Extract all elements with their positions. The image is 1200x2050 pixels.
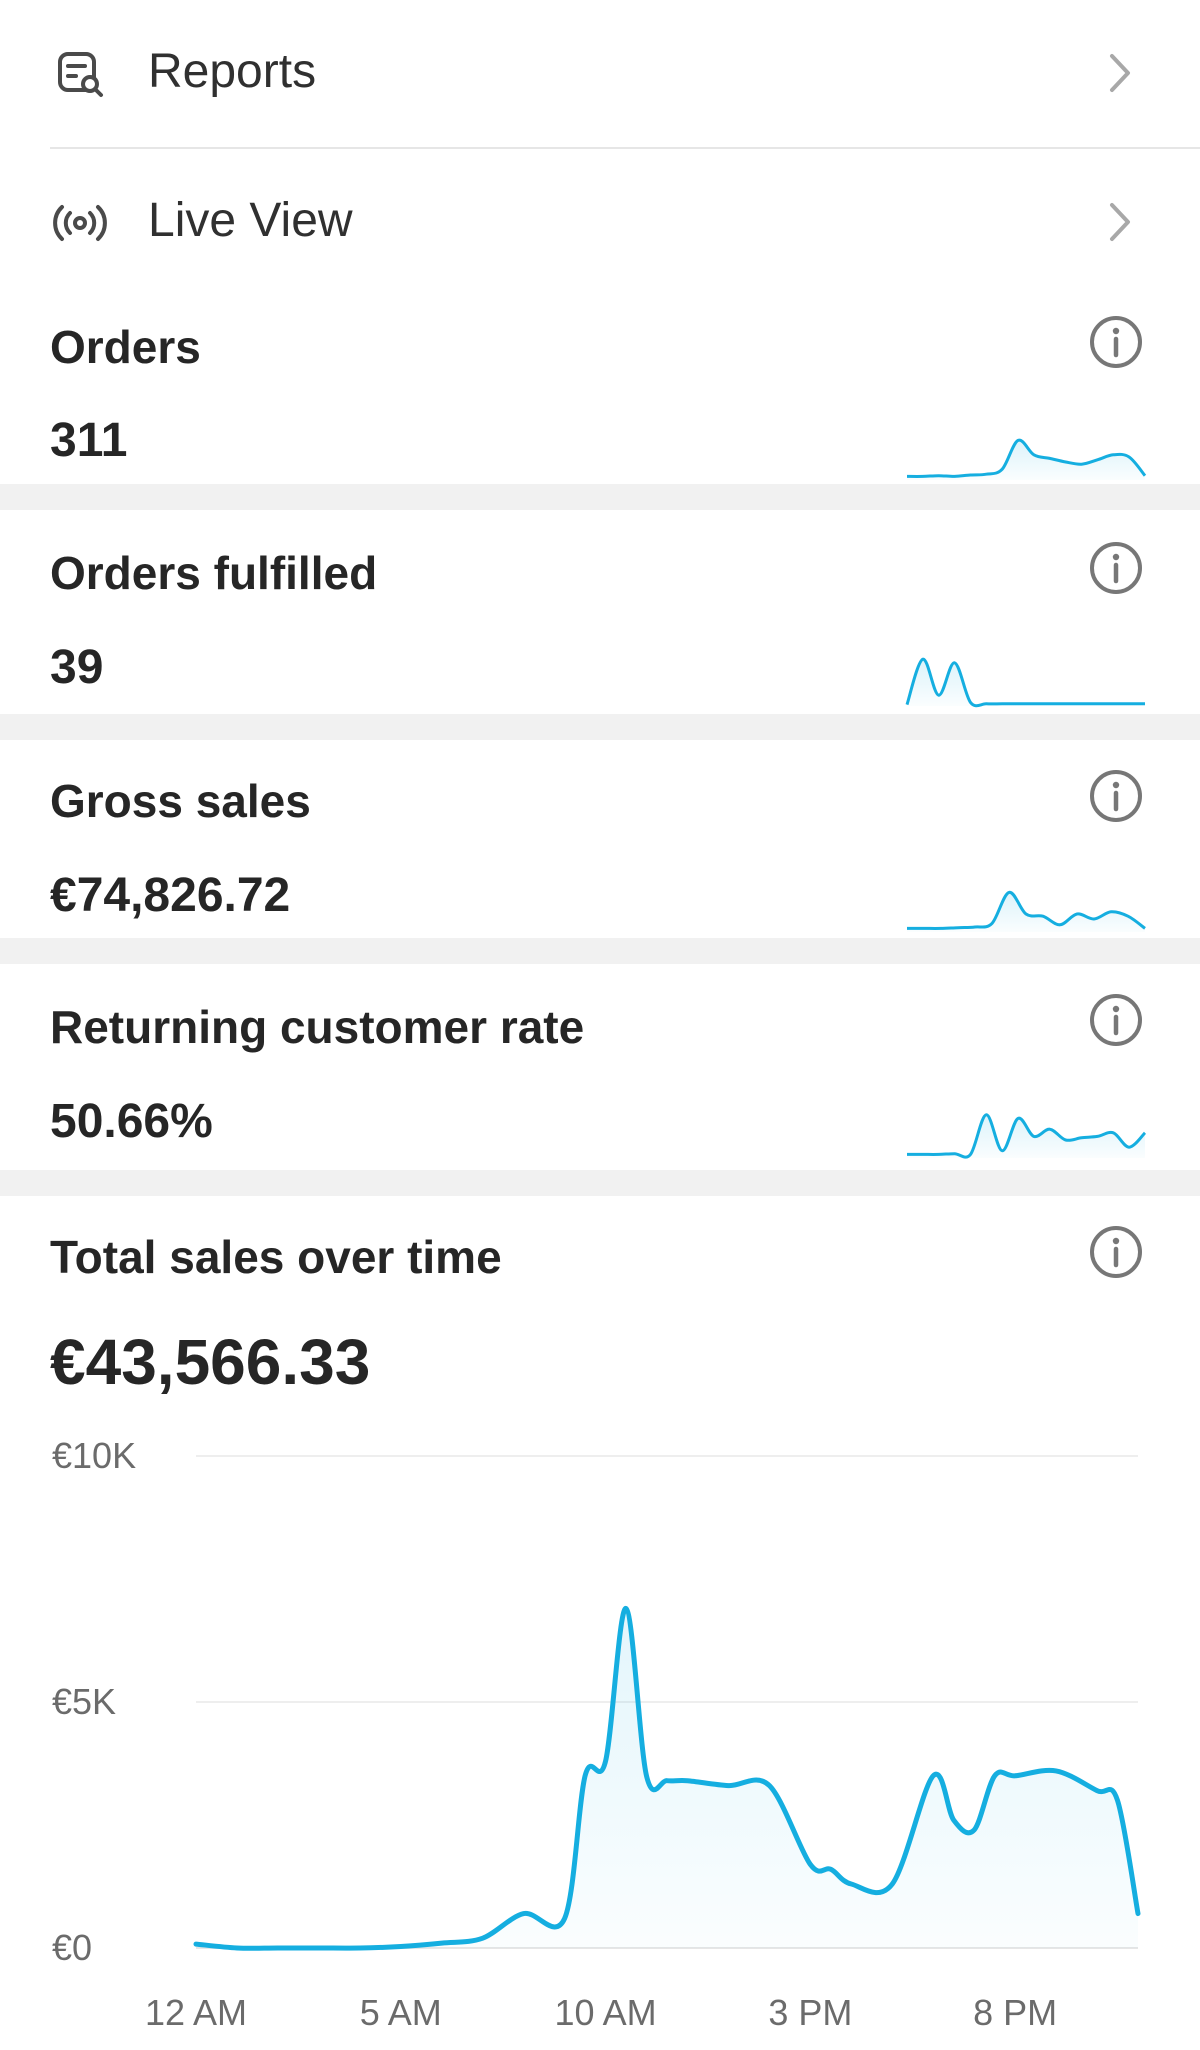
metric-title: Orders fulfilled: [50, 547, 378, 599]
sparkline-line: [906, 438, 1147, 478]
returning-customer-rate-card[interactable]: Returning customer rate 50.66%: [0, 964, 1200, 1170]
info-icon[interactable]: [1088, 768, 1144, 824]
x-tick-label: 12 AM: [145, 1992, 247, 2033]
total-sales-title: Total sales over time: [50, 1231, 502, 1283]
y-tick-label: €0: [52, 1927, 92, 1968]
metric-value: €74,826.72: [50, 869, 291, 922]
returning-customer-rate-sparkline: [907, 1113, 1147, 1159]
nav-divider: [50, 147, 1200, 149]
card-separator: [0, 714, 1200, 740]
card-separator: [0, 1170, 1200, 1196]
live-view-label: Live View: [148, 194, 353, 247]
x-tick-label: 10 AM: [555, 1992, 657, 2033]
metric-title: Returning customer rate: [50, 1001, 585, 1053]
sparkline-line: [907, 1113, 1147, 1159]
x-tick-label: 3 PM: [768, 1992, 852, 2033]
metric-value: 311: [50, 414, 128, 467]
total-sales-chart-svg: €10K €5K €0 12 AM 5 AM 10 AM 3 PM 8 PM: [52, 1435, 1141, 2033]
sparkline-area: [907, 892, 1145, 932]
y-tick-label: €5K: [52, 1681, 116, 1722]
total-sales-value: €43,566.33: [50, 1326, 371, 1398]
live-broadcast-icon: [53, 205, 107, 241]
orders-fulfilled-sparkline: [905, 657, 1145, 708]
sparkline-area: [907, 440, 1145, 480]
live-view-nav-item[interactable]: Live View: [0, 149, 1200, 298]
metric-value: 50.66%: [50, 1095, 213, 1148]
orders-sparkline: [906, 438, 1147, 480]
info-icon[interactable]: [1088, 314, 1144, 370]
chevron-right-icon: [1110, 203, 1130, 241]
info-icon[interactable]: [1088, 1224, 1144, 1280]
metric-title: Gross sales: [50, 775, 311, 827]
gross-sales-sparkline: [907, 890, 1146, 932]
gross-sales-card[interactable]: Gross sales €74,826.72: [0, 740, 1200, 938]
metric-title: Orders: [50, 321, 201, 373]
orders-card[interactable]: Orders 311: [0, 298, 1200, 484]
metric-value: 39: [50, 641, 104, 694]
info-icon[interactable]: [1088, 992, 1144, 1048]
x-tick-label: 5 AM: [360, 1992, 442, 2033]
total-sales-line: [193, 1605, 1141, 1951]
sparkline-line: [907, 890, 1146, 930]
sparkline-line: [905, 657, 1145, 708]
x-tick-label: 8 PM: [973, 1992, 1057, 2033]
report-search-icon: [58, 52, 103, 97]
total-sales-chart[interactable]: €10K €5K €0 12 AM 5 AM 10 AM 3 PM 8 PM: [0, 1420, 1200, 2050]
sparkline-area: [907, 1114, 1145, 1158]
y-tick-label: €10K: [52, 1435, 136, 1476]
card-separator: [0, 484, 1200, 510]
reports-nav-item[interactable]: Reports: [0, 0, 1200, 149]
card-separator: [0, 938, 1200, 964]
info-icon[interactable]: [1088, 540, 1144, 596]
chevron-right-icon: [1110, 54, 1130, 92]
orders-fulfilled-card[interactable]: Orders fulfilled 39: [0, 510, 1200, 714]
reports-label: Reports: [148, 45, 317, 98]
sparkline-area: [907, 659, 1145, 706]
